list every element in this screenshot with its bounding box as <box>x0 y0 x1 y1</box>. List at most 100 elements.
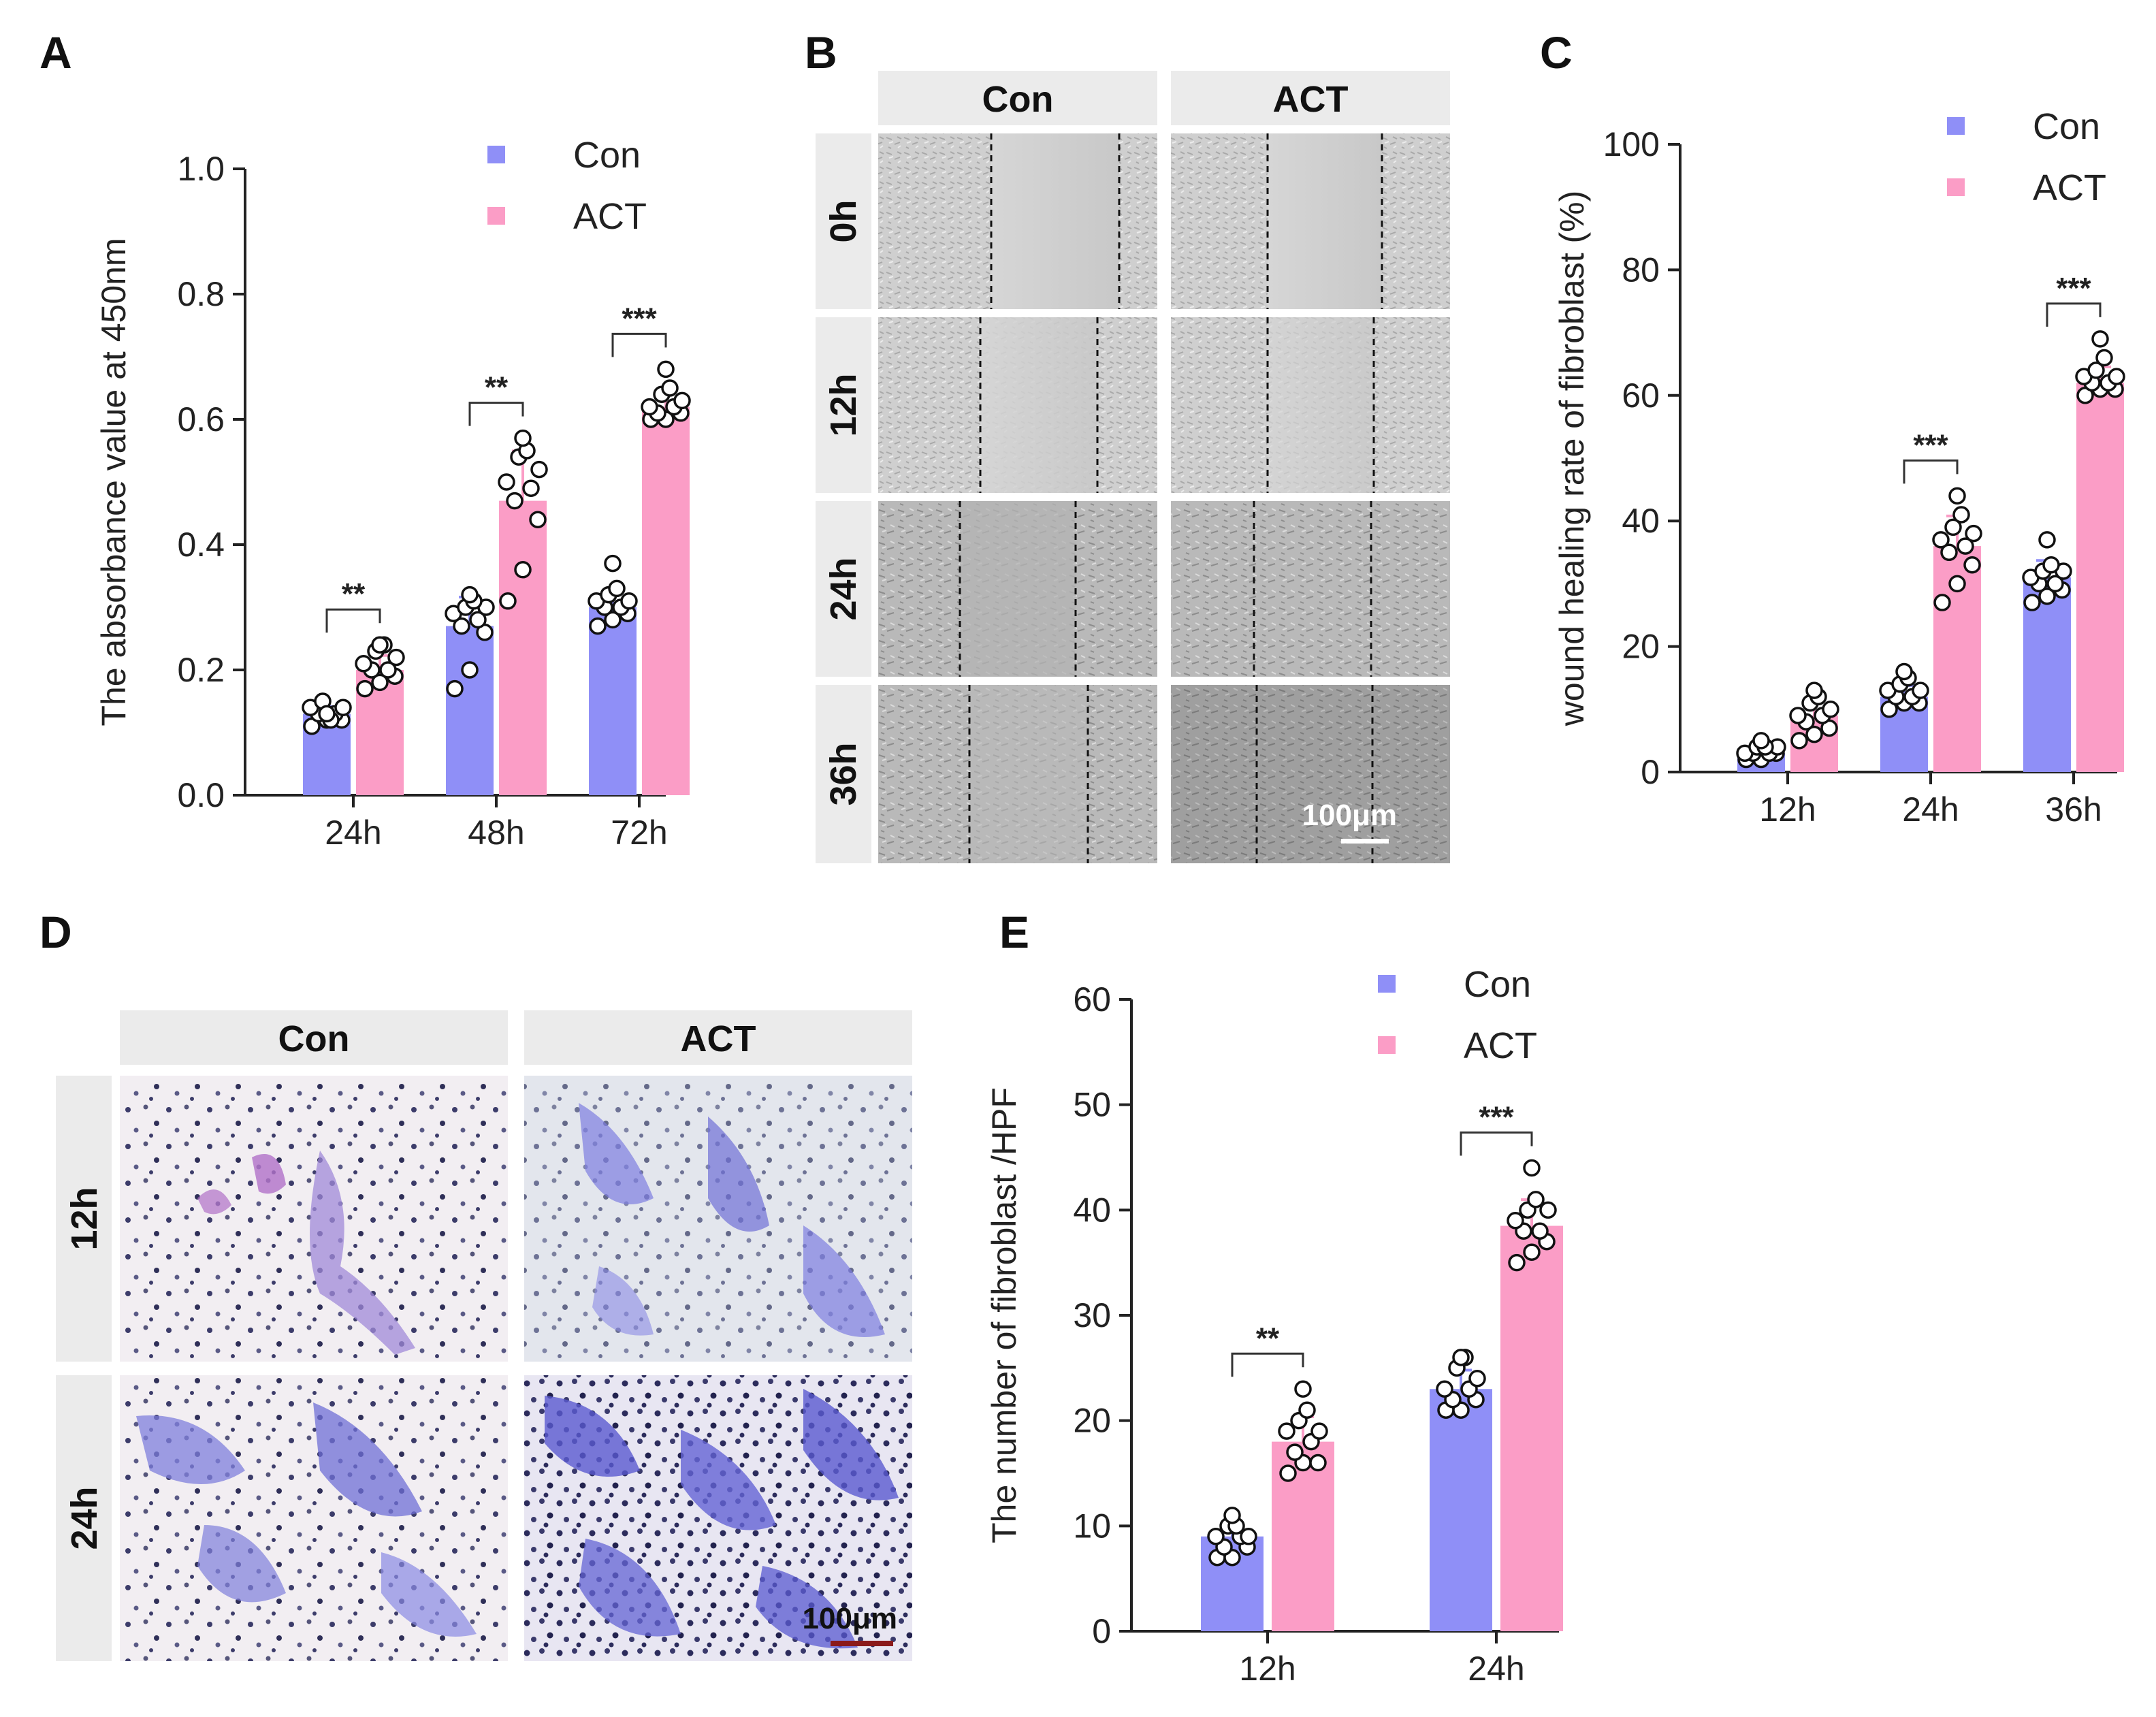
data-point <box>1948 487 1966 505</box>
scale-bar-label-b: 100μm <box>1302 799 1397 832</box>
data-point <box>1752 732 1770 750</box>
y-tick-label: 0.0 <box>177 776 225 814</box>
column-label-con: Con <box>982 79 1054 120</box>
data-point <box>318 705 336 723</box>
data-point <box>2108 368 2125 385</box>
row-header-24h <box>816 501 871 677</box>
x-tick-label: 24h <box>1468 1650 1524 1688</box>
data-point <box>514 561 532 579</box>
data-point <box>589 617 607 635</box>
data-point <box>2095 349 2113 367</box>
row-header-36h <box>816 685 871 863</box>
panel-letter-b: B <box>805 27 837 78</box>
legend-swatch-act <box>1947 178 1965 196</box>
panel-d-micrograph-grid: Con ACT 12h 24h <box>56 1010 912 1661</box>
data-point <box>1912 681 1929 699</box>
data-point <box>641 398 658 416</box>
panel-letter-e: E <box>999 907 1029 957</box>
significance-bracket <box>325 608 381 633</box>
bar-act-48h <box>499 500 547 795</box>
micrograph-con-24h-d <box>120 1375 508 1661</box>
data-point <box>1223 1507 1241 1524</box>
data-point <box>2091 330 2109 348</box>
data-point <box>1933 594 1951 611</box>
y-tick-label: 80 <box>1622 251 1660 289</box>
data-point <box>1944 518 1962 536</box>
micrograph-act-36h <box>1171 685 1450 863</box>
chart-wound-healing: 0 20 40 60 80 100 wound healing rate of fibrob… <box>1553 106 2125 829</box>
significance-bracket <box>2046 302 2102 327</box>
legend-swatch-con <box>487 146 505 163</box>
data-point <box>529 511 547 528</box>
y-axis-title: The absorbance value at 450nm <box>95 238 133 726</box>
y-tick-label: 100 <box>1603 125 1660 163</box>
y-tick-label: 20 <box>1622 628 1660 666</box>
row-label-12h-d: 12h <box>64 1187 105 1250</box>
panel-b-micrograph-grid: Con ACT 0h 12h 24h 36h <box>816 71 1450 863</box>
column-label-con-d: Con <box>278 1018 350 1059</box>
x-tick-label: 12h <box>1239 1650 1296 1688</box>
data-point <box>506 492 524 510</box>
row-header-12h <box>816 317 871 493</box>
x-tick-label: 36h <box>2045 790 2102 829</box>
data-point <box>2042 556 2060 574</box>
data-point <box>2038 531 2056 549</box>
micrograph-act-24h-d <box>524 1375 912 1661</box>
legend-label-act: ACT <box>1464 1025 1537 1066</box>
data-point <box>1207 1528 1225 1545</box>
row-label-24h-d: 24h <box>64 1486 105 1550</box>
data-point <box>2087 362 2105 379</box>
data-point <box>1957 537 1974 555</box>
y-tick-label: 0.2 <box>177 651 225 689</box>
data-point <box>1895 662 1913 681</box>
data-point <box>1279 1464 1297 1482</box>
data-point <box>1822 701 1839 718</box>
y-tick-label: 30 <box>1073 1296 1111 1334</box>
data-point <box>673 391 691 410</box>
x-tick-label: 12h <box>1759 790 1816 829</box>
data-point <box>498 473 515 491</box>
data-point <box>1948 575 1966 593</box>
data-point <box>1531 1222 1549 1240</box>
data-point <box>1240 1528 1257 1545</box>
data-point <box>514 429 532 447</box>
x-tick-label: 24h <box>325 814 381 852</box>
data-point <box>1965 524 1982 543</box>
data-point <box>1789 707 1807 724</box>
data-point <box>2038 588 2056 605</box>
y-tick-label: 0.4 <box>177 526 225 564</box>
data-point <box>1294 1380 1312 1398</box>
y-tick-label: 0 <box>1641 753 1660 791</box>
data-point <box>530 460 548 479</box>
bar-con-48h <box>446 626 494 795</box>
bar-act-72h <box>642 406 690 795</box>
data-point <box>2023 594 2041 611</box>
legend-label-con: Con <box>573 135 641 176</box>
data-point <box>1508 1253 1526 1272</box>
legend-label-con: Con <box>2033 106 2100 147</box>
significance-label: ** <box>342 577 366 611</box>
data-point <box>379 661 397 679</box>
bar-act-24h <box>1500 1225 1563 1631</box>
data-point <box>522 479 540 497</box>
data-point <box>1523 1243 1541 1261</box>
data-point <box>1527 1191 1545 1208</box>
micrograph-con-36h <box>878 685 1157 863</box>
panel-letter-c: C <box>1540 27 1573 78</box>
row-header-24h-d <box>56 1375 112 1661</box>
data-point <box>1805 725 1823 743</box>
row-label-24h: 24h <box>823 557 864 620</box>
data-point <box>461 661 479 679</box>
data-point <box>1298 1401 1316 1419</box>
scale-bar-b <box>1341 839 1389 844</box>
data-point <box>1539 1201 1557 1219</box>
data-point <box>387 648 405 667</box>
bar-con-24h <box>1430 1389 1492 1631</box>
legend-swatch-con <box>1947 117 1965 135</box>
legend-swatch-con <box>1378 975 1396 993</box>
micrograph-act-12h-d <box>524 1076 912 1362</box>
data-point <box>1507 1212 1524 1230</box>
data-point <box>1790 732 1808 750</box>
significance-bracket <box>1903 459 1959 484</box>
